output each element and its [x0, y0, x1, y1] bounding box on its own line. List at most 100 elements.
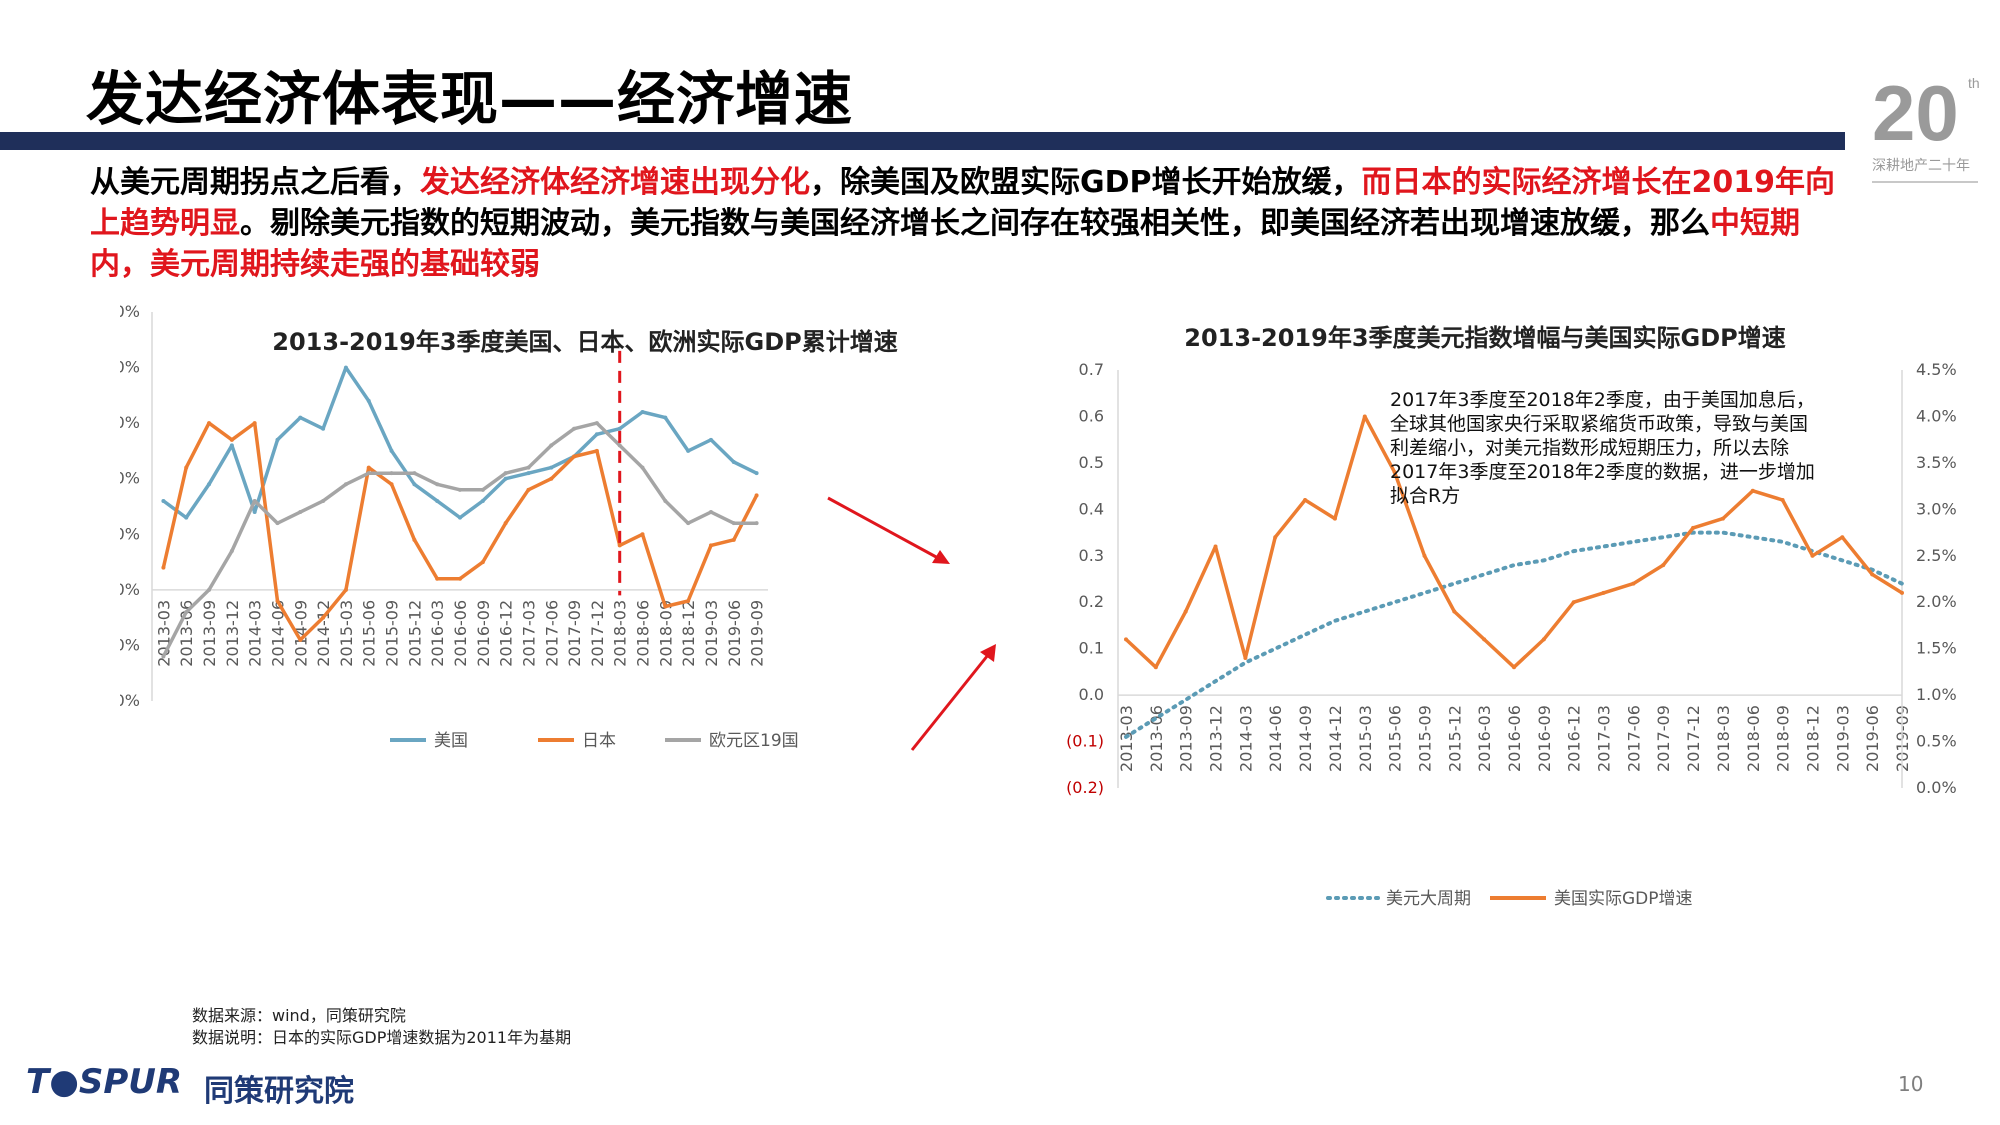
- y-right-tick-label: 4.5%: [1916, 360, 1957, 379]
- data-point: [754, 521, 759, 526]
- highlight-text: 而日本的实际经济增长在2019年向上趋势明显: [90, 165, 1836, 241]
- data-point: [549, 465, 554, 470]
- data-point: [458, 487, 462, 492]
- y-left-tick-label: 0.4: [1079, 499, 1104, 518]
- data-point: [229, 437, 234, 442]
- x-tick-label: 2014-09: [291, 600, 310, 667]
- data-point: [1303, 498, 1308, 503]
- data-point: [389, 448, 394, 453]
- data-point: [480, 498, 485, 503]
- data-point: [161, 498, 166, 503]
- data-point: [572, 426, 577, 431]
- data-point: [526, 465, 531, 470]
- x-tick-label: 2014-06: [1266, 705, 1285, 772]
- y-left-tick-label: 0.1: [1079, 639, 1104, 658]
- summary-paragraph: 从美元周期拐点之后看，发达经济体经济增速出现分化，除美国及欧盟实际GDP增长开始…: [90, 162, 1850, 285]
- brand-name: 同策研究院: [204, 1074, 354, 1109]
- data-point: [1870, 572, 1875, 577]
- annotation-line: 2017年3季度至2018年2季度，由于美国加息后，: [1390, 389, 1815, 411]
- legend-label: 欧元区19国: [709, 731, 799, 751]
- legend-label: 日本: [582, 731, 616, 751]
- y-right-tick-label: 1.0%: [1916, 685, 1957, 704]
- data-point: [207, 587, 212, 592]
- x-tick-label: 2014-09: [1296, 705, 1315, 772]
- chart-dollar-vs-gdp: 2013-2019年3季度美元指数增幅与美国实际GDP增速 0.7 0.6 0.5 0…: [1066, 324, 1957, 909]
- data-point: [161, 654, 166, 659]
- logo-caption: 深耕地产二十年: [1872, 157, 1970, 174]
- data-point: [366, 398, 371, 403]
- legend-label: 美国: [434, 731, 468, 751]
- y-right-tick-label: 0.5%: [1916, 732, 1957, 751]
- data-point: [412, 482, 417, 487]
- data-point: [1810, 553, 1815, 558]
- data-point: [526, 487, 531, 492]
- data-point: [1631, 581, 1636, 586]
- x-tick-label: 2015-06: [1386, 705, 1405, 772]
- trend-arrow-down: [827, 496, 950, 564]
- data-point: [731, 521, 736, 526]
- data-point: [503, 476, 508, 481]
- data-point: [252, 498, 257, 503]
- x-tick-label: 2016-03: [428, 600, 447, 667]
- data-point: [1750, 488, 1755, 493]
- data-point: [640, 465, 645, 470]
- data-point: [343, 587, 348, 592]
- data-point: [1900, 590, 1904, 595]
- y-tick-label: 1.0%: [120, 524, 140, 543]
- logo-sup: th: [1968, 75, 1980, 91]
- x-tick-label: 2017-03: [519, 600, 538, 667]
- data-point: [572, 454, 577, 459]
- data-point: [435, 576, 440, 581]
- data-point: [503, 521, 508, 526]
- x-tick-label: 2013-12: [1207, 705, 1226, 772]
- x-tick-label: 2015-12: [1445, 705, 1464, 772]
- annotation-line: 利差缩小，对美元指数形成短期压力，所以去除: [1390, 437, 1789, 459]
- data-point: [1541, 637, 1546, 642]
- x-tick-label: 2016-09: [474, 600, 493, 667]
- data-point: [435, 498, 440, 503]
- data-point: [594, 421, 599, 426]
- x-tick-label: 2015-12: [405, 600, 424, 667]
- data-point: [549, 476, 554, 481]
- data-point: [1691, 525, 1696, 530]
- x-tick-label: 2019-09: [748, 600, 767, 667]
- x-tick-label: 2017-06: [1624, 705, 1643, 772]
- data-point: [480, 560, 485, 565]
- annotation-line: 拟合R方: [1390, 485, 1460, 507]
- y-tick-label: -2.0%: [120, 691, 140, 710]
- y-right-tick-label: 3.5%: [1916, 453, 1957, 472]
- data-point: [298, 415, 303, 420]
- y-tick-label: 4.0%: [120, 358, 140, 377]
- data-point: [754, 471, 759, 476]
- data-point: [731, 460, 736, 465]
- data-point: [184, 515, 189, 520]
- data-point: [1452, 609, 1457, 614]
- x-tick-label: 2018-12: [679, 600, 698, 667]
- body-text: ，除美国及欧盟实际GDP增长开始放缓，: [810, 165, 1362, 200]
- title-divider-bar: [0, 132, 1845, 150]
- x-tick-label: 2016-03: [1475, 705, 1494, 772]
- data-point: [435, 482, 440, 487]
- series-line-1: [162, 365, 758, 520]
- data-point: [640, 410, 645, 415]
- data-point: [594, 432, 599, 437]
- data-point: [298, 637, 303, 642]
- highlight-text: 发达经济体经济增速出现分化: [420, 165, 810, 200]
- data-point: [686, 448, 691, 453]
- data-point: [617, 443, 622, 448]
- x-tick-label: 2019-03: [702, 600, 721, 667]
- data-point: [686, 521, 691, 526]
- anniversary-logo: 20 th 深耕地产二十年: [1872, 69, 1980, 183]
- x-tick-label: 2016-12: [1565, 705, 1584, 772]
- x-tick-label: 2019-03: [1833, 705, 1852, 772]
- x-tick-label: 2014-03: [1236, 705, 1255, 772]
- data-point: [389, 471, 394, 476]
- data-point: [161, 565, 166, 570]
- source-line-1: 数据来源：wind，同策研究院: [192, 1006, 406, 1025]
- x-tick-label: 2017-03: [1595, 705, 1614, 772]
- data-point: [412, 471, 417, 476]
- data-point: [184, 610, 189, 615]
- data-point: [207, 482, 212, 487]
- y-left-tick-label: 0.5: [1079, 453, 1104, 472]
- y-left-tick-label: (0.1): [1066, 732, 1104, 751]
